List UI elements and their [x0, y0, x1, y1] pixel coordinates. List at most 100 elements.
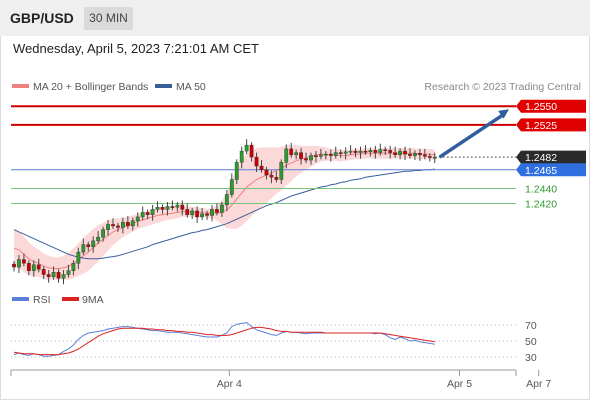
candle-down: [408, 153, 412, 156]
resistance-level-label: 1.2550: [525, 101, 557, 113]
candle-up: [96, 236, 101, 242]
candle-down: [145, 212, 150, 215]
resistance-level-tag: [516, 99, 586, 113]
candle-down: [249, 144, 254, 158]
support-level-label: 1.2440: [525, 184, 557, 196]
candle-up: [61, 274, 66, 279]
forecast-arrow: [438, 112, 505, 159]
candle-down: [86, 244, 91, 248]
candle-down: [36, 264, 41, 270]
candle-up: [244, 144, 249, 152]
legend-ma50-label: MA 50: [176, 81, 206, 93]
timeframe-badge[interactable]: 30 MIN: [84, 7, 133, 30]
copyright-text: Research © 2023 Trading Central: [424, 81, 581, 93]
candle-up: [130, 220, 135, 227]
candle-up: [309, 155, 313, 161]
candle-down: [205, 213, 209, 216]
rsi-tick-label: 30: [525, 352, 537, 364]
rsi-panel: 70 50 30: [11, 320, 537, 364]
candle-down: [418, 153, 422, 156]
candle-up: [150, 209, 155, 215]
candle-down: [56, 272, 61, 279]
ma9-line: [13, 326, 435, 356]
candle-up: [210, 209, 214, 216]
rsi-line: [13, 322, 435, 357]
candle-down: [328, 153, 333, 156]
candle-down: [363, 150, 368, 153]
candle-up: [140, 212, 145, 218]
candle-up: [165, 206, 170, 210]
candle-up: [239, 150, 244, 163]
legend-ma50-swatch: [155, 84, 172, 88]
candle-up: [135, 216, 140, 221]
candle-down: [274, 177, 279, 180]
chart-datetime: Wednesday, April 5, 2023 7:21:01 AM CET: [13, 41, 259, 56]
legend-bollinger-label: MA 20 + Bollinger Bands: [33, 81, 148, 93]
candle-down: [185, 209, 190, 215]
candle-up: [398, 150, 402, 156]
candle-up: [91, 240, 96, 248]
candle-up: [358, 150, 363, 153]
candle-down: [111, 224, 115, 227]
candle-down: [12, 263, 16, 268]
candle-down: [259, 165, 264, 170]
candle-up: [71, 263, 76, 271]
candle-down: [180, 204, 185, 210]
resistance-level-tag: [516, 118, 586, 132]
candle-down: [254, 156, 259, 167]
candle-up: [106, 224, 110, 230]
candle-up: [432, 156, 437, 159]
time-axis: Apr 4 Apr 5 Apr 7: [10, 369, 551, 390]
resistance-level-label: 1.2525: [525, 120, 557, 132]
candle-up: [190, 210, 195, 215]
forecast-arrow-head: [498, 109, 509, 119]
candle-down: [289, 148, 294, 156]
candle-up: [294, 152, 299, 156]
candle-up: [413, 153, 417, 156]
candle-up: [224, 194, 229, 206]
ma50-level-label: 1.2465: [525, 165, 557, 177]
current-level-label: 1.2482: [525, 152, 557, 164]
candle-up: [368, 150, 373, 153]
candle-up: [279, 162, 284, 180]
legend-ma9-label: 9MA: [82, 294, 104, 306]
candle-up: [284, 148, 289, 163]
candle-down: [403, 150, 407, 155]
candle-up: [76, 251, 81, 264]
chart-header: GBP/USD 30 MIN: [0, 0, 590, 36]
candle-down: [383, 149, 388, 152]
candle-down: [304, 158, 308, 161]
candle-up: [120, 221, 125, 228]
candle-down: [215, 209, 219, 213]
candle-up: [378, 149, 383, 153]
candle-up: [333, 152, 338, 156]
candle-up: [31, 264, 36, 271]
candle-down: [314, 155, 318, 157]
candle-down: [46, 274, 51, 277]
candle-down: [116, 225, 120, 228]
legend-bollinger-swatch: [12, 84, 29, 88]
candle-up: [155, 206, 160, 210]
candle-up: [323, 153, 328, 156]
candle-down: [393, 152, 398, 156]
candle-down: [338, 152, 343, 154]
symbol-title: GBP/USD: [10, 10, 74, 26]
candle-up: [319, 154, 323, 157]
candle-up: [200, 213, 204, 218]
candle-down: [299, 152, 303, 159]
candle-up: [229, 179, 234, 195]
candle-down: [422, 154, 427, 157]
candle-up: [348, 150, 353, 153]
candle-up: [17, 259, 21, 268]
candle-down: [170, 206, 175, 208]
ma50-line: [13, 168, 435, 260]
candle-down: [269, 174, 274, 178]
candle-down: [264, 169, 269, 176]
candle-up: [343, 151, 348, 154]
candle-down: [195, 210, 200, 218]
candle-up: [219, 204, 224, 213]
candle-down: [373, 150, 378, 153]
candle-down: [22, 259, 26, 264]
